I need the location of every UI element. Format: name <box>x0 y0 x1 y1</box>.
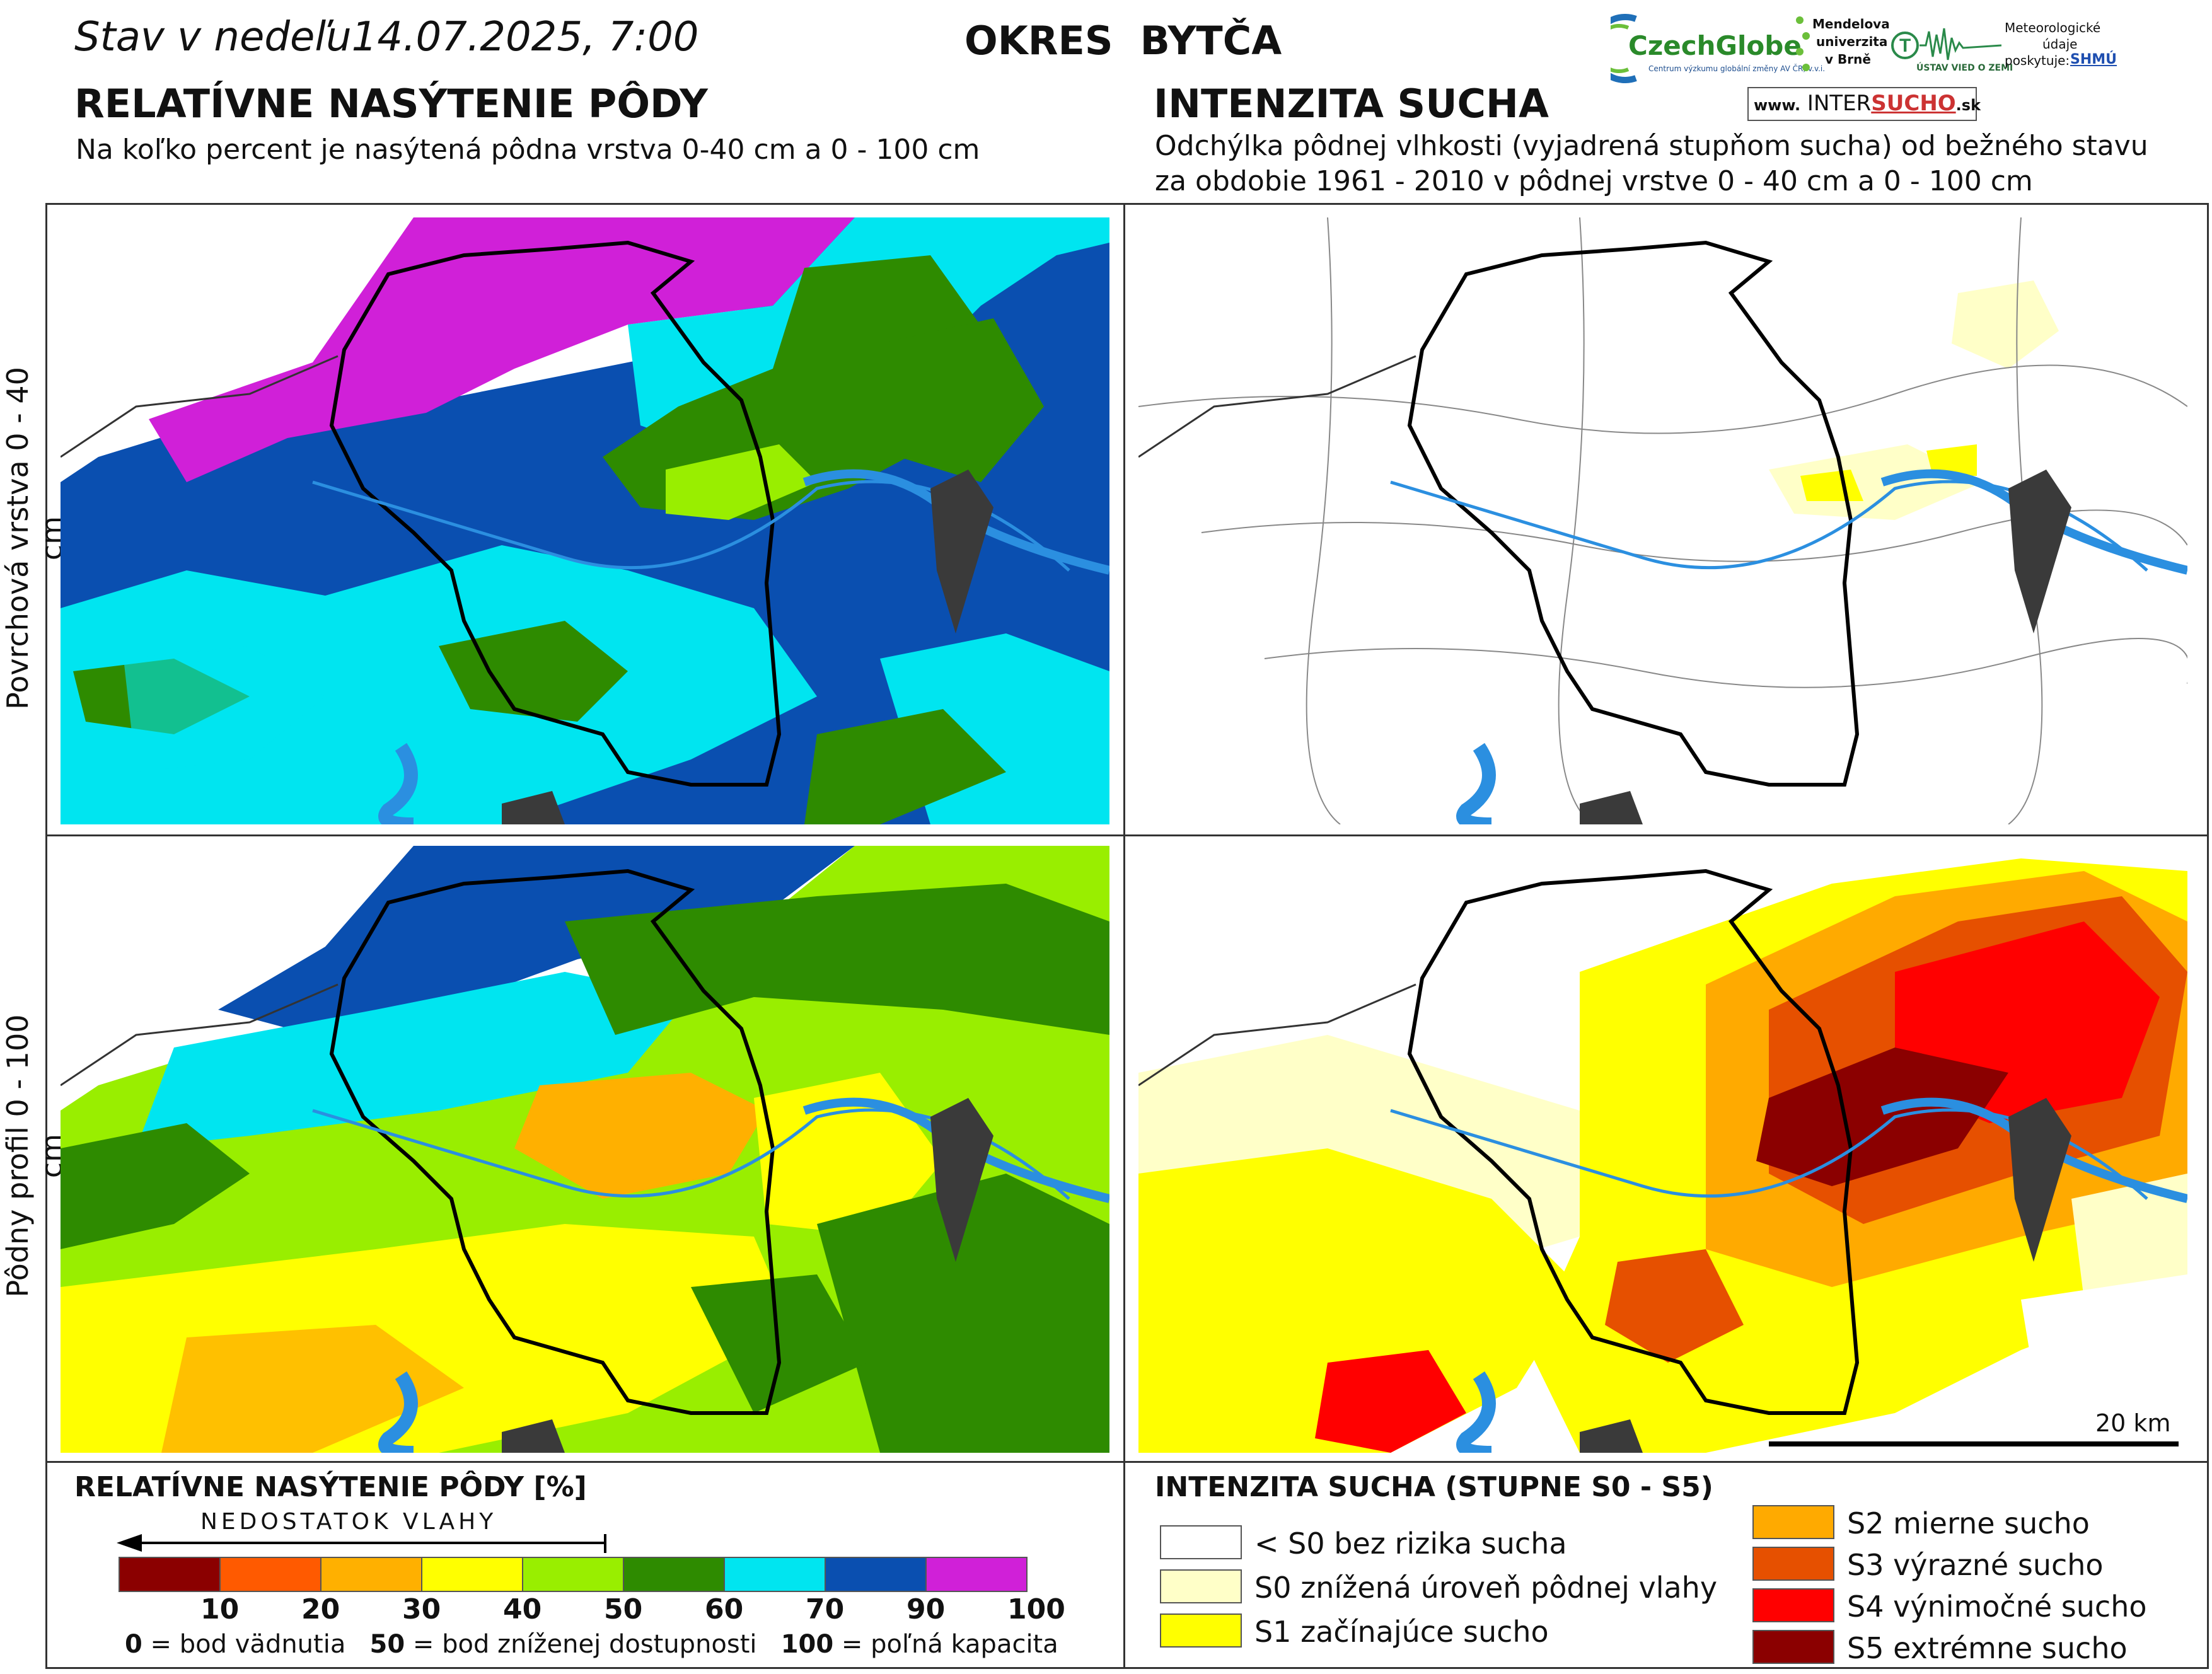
drought-swatch-5 <box>1752 1588 1834 1622</box>
footnote-50-text: = bod zníženej dostupnosti <box>405 1630 757 1659</box>
saturation-swatch-1 <box>219 1557 321 1592</box>
horizontal-divider-1 <box>45 834 2209 836</box>
map-drought-profile: 20 km <box>1138 846 2187 1453</box>
saturation-swatch-5 <box>623 1557 725 1592</box>
right-subtitle-2: za obdobie 1961 - 2010 v pôdnej vrstve 0… <box>1155 165 2033 197</box>
arrow-label: NEDOSTATOK VLAHY <box>200 1509 497 1535</box>
saturation-tick-3: 40 <box>503 1593 542 1625</box>
map-saturation-profile <box>61 846 1109 1453</box>
seismograph-icon: T <box>1891 28 2001 61</box>
drought-label-3: S2 mierne sucho <box>1847 1506 2090 1540</box>
intersucho-a: INTER <box>1807 91 1872 116</box>
drought-label-6: S5 extrémne sucho <box>1847 1631 2128 1665</box>
uvz-logo: T ÚSTAV VIED O ZEMI <box>1891 19 2013 76</box>
horizontal-divider-2 <box>45 1461 2209 1463</box>
saturation-tick-7: 90 <box>906 1593 946 1625</box>
right-subtitle-1: Odchýlka pôdnej vlhkosti (vyjadrená stup… <box>1155 130 2148 162</box>
saturation-color-bar <box>119 1557 1028 1592</box>
saturation-swatch-7 <box>825 1557 927 1592</box>
meteo-credit: Meteorologické údaje poskytuje: SHMÚ <box>2005 20 2117 83</box>
mendel-line-3: v Brně <box>1825 52 1871 67</box>
drought-legend-title: INTENZITA SUCHA (STUPNE S0 - S5) <box>1155 1471 1713 1503</box>
shmu-logo: SHMÚ <box>2070 52 2117 67</box>
intersucho-logo: www. INTERSUCHO.sk <box>1747 87 1981 121</box>
date-value: 14.07.2025, 7:00 <box>351 14 699 61</box>
saturation-swatch-4 <box>522 1557 624 1592</box>
saturation-tick-5: 60 <box>705 1593 744 1625</box>
saturation-swatch-0 <box>119 1557 221 1592</box>
saturation-footnote: 0 = bod vädnutia 50 = bod zníženej dostu… <box>125 1630 1058 1659</box>
saturation-swatch-3 <box>421 1557 523 1592</box>
right-title: INTENZITA SUCHA <box>1154 81 1549 127</box>
scale-bar <box>1769 1441 2179 1446</box>
map-drought-topsoil <box>1138 217 2187 824</box>
drought-swatch-6 <box>1752 1630 1834 1664</box>
row-label-top: Povrchová vrstva 0 - 40 cm <box>1 367 69 710</box>
drought-swatch-1 <box>1160 1569 1242 1603</box>
left-subtitle: Na koľko percent je nasýtená pôdna vrstv… <box>76 134 980 166</box>
footnote-0: 0 <box>125 1630 142 1659</box>
footnote-0-text: = bod vädnutia <box>142 1630 346 1659</box>
czechglobe-subtitle: Centrum výzkumu globální změny AV ČR, v.… <box>1648 64 1826 73</box>
drought-label-5: S4 výnimočné sucho <box>1847 1590 2147 1624</box>
saturation-swatch-6 <box>724 1557 826 1592</box>
saturation-tick-0: 10 <box>200 1593 240 1625</box>
footnote-50: 50 <box>369 1630 405 1659</box>
footnote-100: 100 <box>780 1630 834 1659</box>
drought-swatch-3 <box>1752 1505 1834 1539</box>
date-label: Stav v nedeľu14.07.2025, 7:00 <box>74 14 699 61</box>
saturation-legend-title: RELATÍVNE NASÝTENIE PÔDY [%] <box>74 1471 587 1503</box>
drought-label-4: S3 výrazné sucho <box>1847 1548 2104 1582</box>
left-arrow-icon <box>117 1534 606 1553</box>
scale-bar-label: 20 km <box>2095 1409 2171 1437</box>
saturation-tick-2: 30 <box>402 1593 441 1625</box>
mendel-logo: Mendelova univerzita v Brně <box>1793 14 1890 83</box>
intersucho-prefix: www. <box>1754 96 1801 114</box>
intersucho-suffix: .sk <box>1955 96 1981 114</box>
saturation-ticks: 10 20 30 40 50 60 70 90 100 <box>119 1592 1065 1627</box>
saturation-swatch-8 <box>925 1557 1028 1592</box>
drought-swatch-0 <box>1160 1525 1242 1559</box>
saturation-tick-6: 70 <box>806 1593 845 1625</box>
saturation-tick-1: 20 <box>301 1593 340 1625</box>
czechglobe-logo: CzechGlobe Centrum výzkumu globální změn… <box>1611 14 1825 83</box>
drought-legend-items: < S0 bez rizika sucha S0 znížená úroveň p… <box>1160 1505 2194 1670</box>
meteo-line-1: Meteorologické <box>2005 20 2101 35</box>
svg-text:T: T <box>1899 35 1911 56</box>
mendel-line-2: univerzita <box>1816 34 1888 49</box>
left-title: RELATÍVNE NASÝTENIE PÔDY <box>74 81 708 127</box>
footnote-100-text: = poľná kapacita <box>833 1630 1058 1659</box>
row-label-bottom: Pôdny profil 0 - 100 cm <box>1 1014 69 1298</box>
map-saturation-topsoil <box>61 217 1109 824</box>
drought-label-0: < S0 bez rizika sucha <box>1254 1527 1567 1561</box>
drought-swatch-2 <box>1160 1613 1242 1648</box>
saturation-tick-4: 50 <box>604 1593 643 1625</box>
meteo-line-3: poskytuje: <box>2005 53 2070 68</box>
vertical-divider <box>1123 203 1125 1669</box>
drought-label-1: S0 znížená úroveň pôdnej vlahy <box>1254 1571 1718 1605</box>
czechglobe-swirl-icon <box>1611 14 1637 83</box>
czechglobe-name: CzechGlobe <box>1628 30 1802 61</box>
district-title: OKRES BYTČA <box>964 18 1282 64</box>
meteo-line-2: údaje <box>2042 37 2078 52</box>
saturation-swatch-2 <box>320 1557 422 1592</box>
drought-label-2: S1 začínajúce sucho <box>1254 1615 1549 1649</box>
mendel-line-1: Mendelova <box>1812 16 1890 32</box>
drought-swatch-4 <box>1752 1547 1834 1581</box>
saturation-tick-8: 100 <box>1007 1593 1065 1625</box>
date-prefix: Stav v nedeľu <box>74 14 352 61</box>
mendel-dots-icon <box>1796 16 1810 71</box>
uvz-name: ÚSTAV VIED O ZEMI <box>1916 63 2013 73</box>
intersucho-b: SUCHO <box>1871 91 1956 116</box>
